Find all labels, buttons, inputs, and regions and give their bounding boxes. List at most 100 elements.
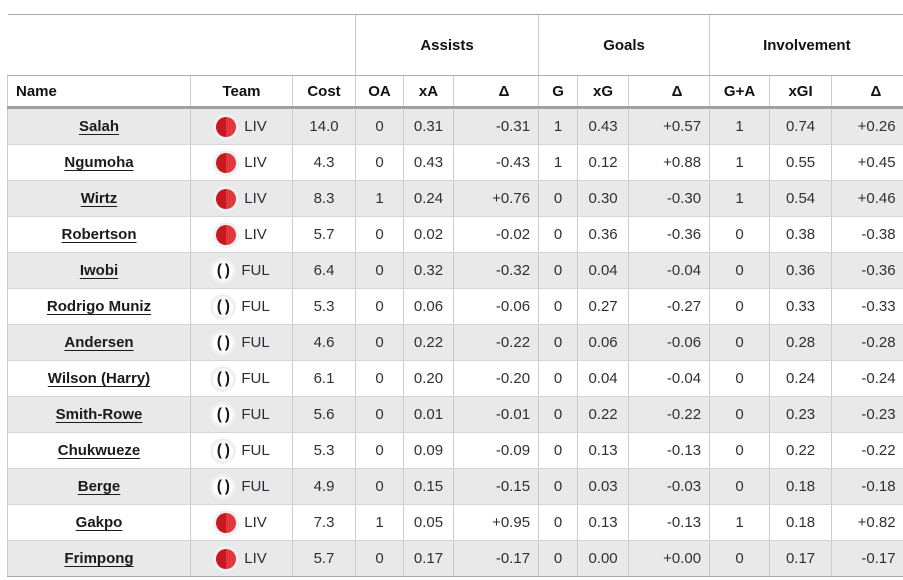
stat-cell: -0.04 [628,360,710,397]
column-header-xg[interactable]: xG [577,75,629,109]
player-link[interactable]: Ngumoha [64,154,134,171]
stat-cell: 0 [538,468,578,505]
stat-cell: 0.17 [769,540,832,577]
stat-cell: -0.32 [453,252,539,289]
liv-badge-icon [216,188,237,209]
table-row: Berge() FUL 4.9 0 0.15 -0.15 0 0.03 -0.03 0 0.18 -0… [7,468,903,505]
player-link[interactable]: Robertson [61,226,137,243]
stat-cell: 0.74 [769,107,832,145]
stat-cell: 1 [355,504,404,541]
paren-left-glyph: ( [216,441,222,460]
player-link[interactable]: Rodrigo Muniz [46,298,152,315]
stat-cell: -0.22 [628,396,710,433]
stat-cell: -0.02 [453,216,539,253]
stat-cell: -0.28 [831,324,903,361]
stat-cell: 0.31 [403,107,454,145]
stat-cell: 0 [538,324,578,361]
team-cell: () FUL [190,288,293,325]
team-cell: () FUL [190,396,293,433]
team-cell: LIV [190,504,293,541]
stat-cell: -0.06 [628,324,710,361]
stat-cell: -0.36 [831,252,903,289]
paren-right-glyph: ) [224,477,230,496]
stat-cell: -0.33 [831,288,903,325]
group-header-goals: Goals [538,14,710,76]
table-row: Chukwueze() FUL 5.3 0 0.09 -0.09 0 0.13 -0.13 0 0.… [7,432,903,469]
cost-cell: 8.3 [291,180,356,217]
player-link[interactable]: Wilson (Harry) [47,370,151,387]
paren-right-glyph: ) [224,333,230,352]
stat-cell: 0.30 [577,180,629,217]
stat-cell: 0.00 [577,540,629,577]
column-header-assists-delta[interactable]: Δ [453,75,539,109]
stat-cell: -0.13 [628,504,710,541]
cost-cell: 5.7 [291,540,356,577]
column-header-oa[interactable]: OA [355,75,404,109]
player-link[interactable]: Salah [78,118,120,135]
ful-badge-icon: () [213,296,234,317]
cost-cell: 5.7 [291,216,356,253]
column-header-involvement-delta[interactable]: Δ [831,75,903,109]
column-header-name[interactable]: Name [7,75,191,109]
stat-cell: -0.20 [453,360,539,397]
player-link[interactable]: Wirtz [80,190,118,207]
stat-cell: 0 [538,396,578,433]
column-header-ga[interactable]: G+A [709,75,770,109]
stat-cell: -0.43 [453,144,539,181]
table-row: Gakpo LIV 7.3 1 0.05 +0.95 0 0.13 -0.13 1 0.18 +0.8… [7,504,903,541]
column-header-team[interactable]: Team [190,75,293,109]
stat-cell: 0.43 [577,107,629,145]
stat-cell: -0.38 [831,216,903,253]
stat-cell: 0.32 [403,252,454,289]
team-code: FUL [241,334,270,351]
paren-right-glyph: ) [224,297,230,316]
stat-cell: 0 [709,540,770,577]
player-link[interactable]: Chukwueze [57,442,141,459]
column-header-goals-delta[interactable]: Δ [628,75,710,109]
liv-badge-icon [216,548,237,569]
table-row: Rodrigo Muniz() FUL 5.3 0 0.06 -0.06 0 0.27 -0.2… [7,288,903,325]
player-link[interactable]: Berge [77,478,121,495]
table-row: Iwobi() FUL 6.4 0 0.32 -0.32 0 0.04 -0.04 0 0.36 -0… [7,252,903,289]
cost-cell: 4.3 [291,144,356,181]
column-header-xgi[interactable]: xGI [769,75,832,109]
table-body: Salah LIV 14.0 0 0.31 -0.31 1 0.43 +0.57 1 0.74 +0.… [7,107,903,577]
stat-cell: 0.01 [403,396,454,433]
column-header-g[interactable]: G [538,75,578,109]
player-link[interactable]: Gakpo [75,514,123,531]
cost-cell: 7.3 [291,504,356,541]
group-header-row: Assists Goals Involvement [7,14,903,76]
stat-cell: 0 [538,432,578,469]
paren-right-glyph: ) [224,369,230,388]
liv-badge-icon [216,512,237,533]
player-name-cell: Wilson (Harry) [7,360,191,397]
stat-cell: 0 [538,540,578,577]
stat-cell: +0.26 [831,107,903,145]
player-link[interactable]: Iwobi [79,262,119,279]
stat-cell: -0.17 [453,540,539,577]
stat-cell: 0.54 [769,180,832,217]
column-header-cost[interactable]: Cost [291,75,356,109]
stat-cell: 0.22 [577,396,629,433]
player-link[interactable]: Frimpong [64,550,134,567]
paren-left-glyph: ( [216,297,222,316]
table-row: Frimpong LIV 5.7 0 0.17 -0.17 0 0.00 +0.00 0 0.17-… [7,540,903,577]
column-header-xa[interactable]: xA [403,75,454,109]
team-code: FUL [241,298,270,315]
player-link[interactable]: Smith-Rowe [55,406,143,423]
stat-cell: 0.03 [577,468,629,505]
stat-cell: 0 [355,432,404,469]
stat-cell: 1 [709,180,770,217]
stat-cell: 0.33 [769,288,832,325]
stat-cell: 0.12 [577,144,629,181]
team-cell: () FUL [190,432,293,469]
group-header-involvement: Involvement [709,14,903,76]
paren-right-glyph: ) [224,441,230,460]
ful-badge-icon: () [213,332,234,353]
cost-cell: 5.6 [291,396,356,433]
team-cell: LIV [190,216,293,253]
team-code: FUL [241,262,270,279]
table-row: Wilson (Harry)() FUL 6.1 0 0.20 -0.20 0 0.04 -0.… [7,360,903,397]
player-link[interactable]: Andersen [64,334,134,351]
